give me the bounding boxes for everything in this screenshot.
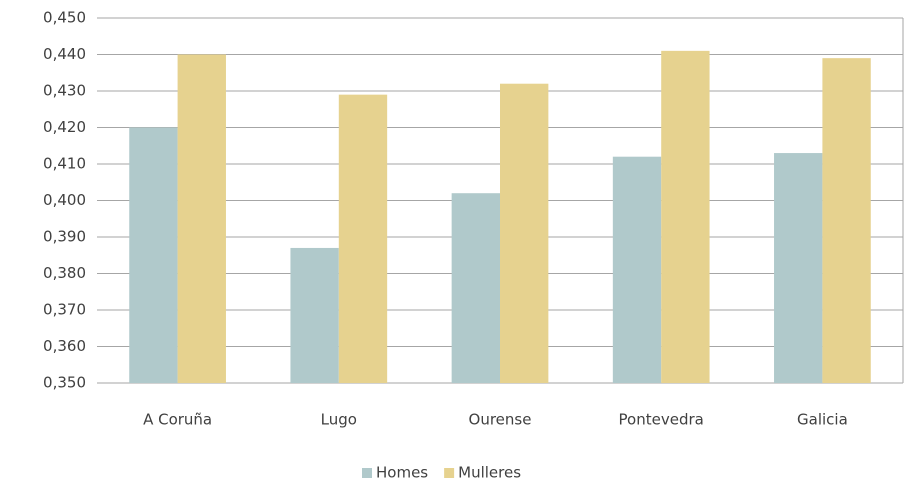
bar (822, 58, 871, 384)
x-tick-label: A Coruña (143, 411, 212, 429)
legend-label: Mulleres (458, 464, 521, 482)
bar (177, 54, 226, 383)
legend-swatch (362, 468, 372, 478)
bar (338, 94, 388, 384)
legend-label: Homes (376, 464, 428, 482)
y-tick-label: 0,380 (43, 264, 86, 282)
y-tick-label: 0,400 (43, 191, 86, 209)
bar (774, 153, 823, 383)
y-tick-label: 0,360 (43, 337, 86, 355)
bar (129, 127, 178, 383)
bar (661, 50, 710, 383)
y-tick-label: 0,440 (43, 45, 86, 63)
bar (612, 156, 662, 383)
y-tick-label: 0,390 (43, 228, 86, 246)
y-tick-label: 0,450 (43, 9, 86, 27)
x-tick-label: Pontevedra (619, 411, 704, 429)
bar (500, 83, 549, 383)
legend-swatch (444, 468, 455, 478)
x-tick-label: Galicia (797, 411, 848, 429)
y-tick-label: 0,430 (43, 82, 86, 100)
y-tick-label: 0,370 (43, 301, 86, 319)
y-tick-label: 0,420 (43, 118, 86, 136)
y-tick-label: 0,350 (43, 374, 86, 392)
x-tick-label: Lugo (321, 411, 357, 429)
bar (290, 247, 339, 383)
x-tick-label: Ourense (469, 411, 532, 429)
bar (451, 193, 500, 383)
y-tick-label: 0,410 (43, 155, 86, 173)
